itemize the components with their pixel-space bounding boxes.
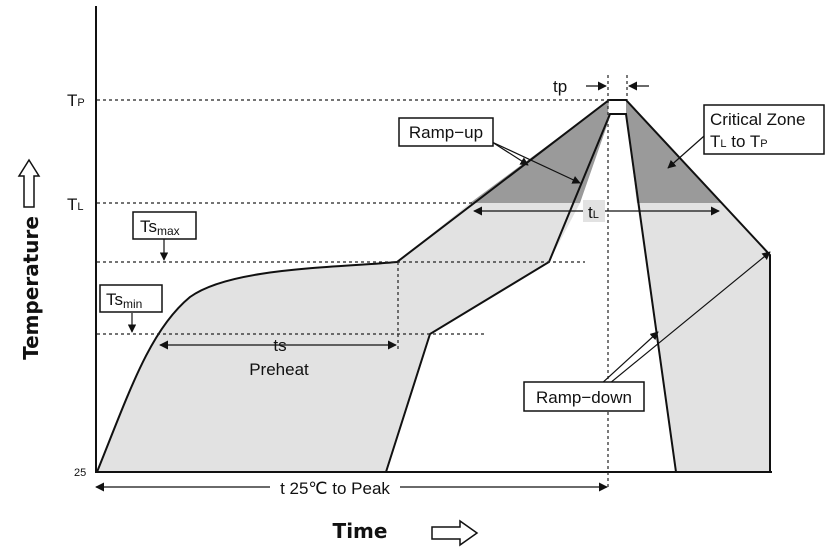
ts-min-box: Tsmin [99, 284, 163, 313]
profile-envelope-fill [97, 203, 549, 472]
temperature-direction-arrow-icon [17, 158, 41, 208]
profile-outline [96, 99, 771, 473]
cooling-region-fill [637, 203, 770, 472]
tl-label-bg [583, 200, 605, 222]
svg-text:Tsmax: Tsmax [140, 217, 180, 238]
profile-envelope-fill-2 [470, 203, 580, 262]
tp-duration-label: tp [553, 77, 567, 96]
ramp-up-box: Ramp−up [398, 117, 494, 147]
time-direction-arrow-icon [431, 519, 479, 547]
origin-label: 25 [74, 467, 86, 479]
profile-inner-outline [385, 113, 677, 473]
ts-duration-label: ts [273, 336, 286, 355]
ramp-down-box: Ramp−down [523, 381, 645, 412]
tl-label: TL [67, 195, 84, 214]
ts-max-box: Tsmax [132, 211, 197, 240]
ramp-up-pointer-2 [491, 141, 581, 184]
critical-zone-box: Critical Zone TL to TP [703, 104, 825, 155]
tp-label: TP [67, 91, 85, 110]
total-time-label: t 25℃ to Peak [280, 479, 390, 498]
y-axis-title: Temperature [19, 216, 43, 360]
svg-text:Critical Zone: Critical Zone [710, 110, 805, 129]
svg-text:Ramp−down: Ramp−down [536, 388, 632, 407]
preheat-label: Preheat [249, 360, 309, 379]
tl-duration-label: tL [588, 203, 599, 222]
svg-text:Tsmin: Tsmin [106, 290, 142, 311]
total-time-label-bg [270, 477, 400, 497]
svg-text:TL to TP: TL to TP [710, 132, 768, 151]
svg-text:Ramp−up: Ramp−up [409, 123, 483, 142]
ramp-down-pointers [599, 251, 771, 389]
x-axis-title: Time [333, 519, 388, 543]
ramp-up-pointer-1 [491, 141, 529, 166]
